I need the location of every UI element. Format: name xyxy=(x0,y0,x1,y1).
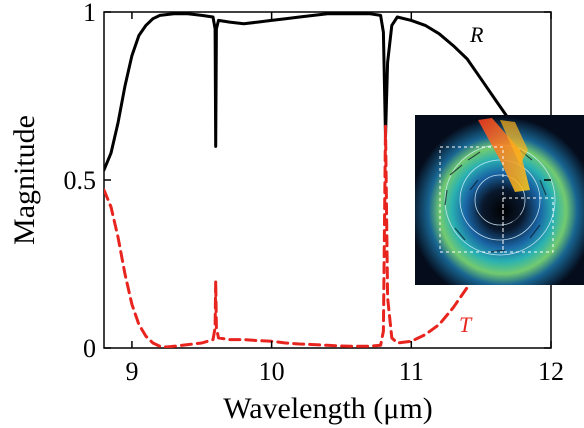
y-axis-title: Magnitude xyxy=(8,115,41,245)
y-tick-label: 0 xyxy=(83,334,96,363)
series-label-r: R xyxy=(469,22,484,47)
x-tick-label: 9 xyxy=(125,357,138,386)
x-tick-label: 11 xyxy=(399,357,424,386)
y-tick-label: 1 xyxy=(83,0,96,27)
inset-field-plot xyxy=(415,115,584,285)
series-label-t: T xyxy=(459,312,473,337)
series-layer xyxy=(104,12,511,348)
x-axis-title: Wavelength (μm) xyxy=(223,392,432,425)
y-tick-label: 0.5 xyxy=(64,166,97,195)
tick-layer: 9 10 11 12 0 0.5 1 xyxy=(64,0,565,386)
series-line-r xyxy=(104,12,511,172)
series-line-t xyxy=(104,124,483,348)
x-tick-label: 10 xyxy=(259,357,285,386)
x-tick-label: 12 xyxy=(538,357,564,386)
